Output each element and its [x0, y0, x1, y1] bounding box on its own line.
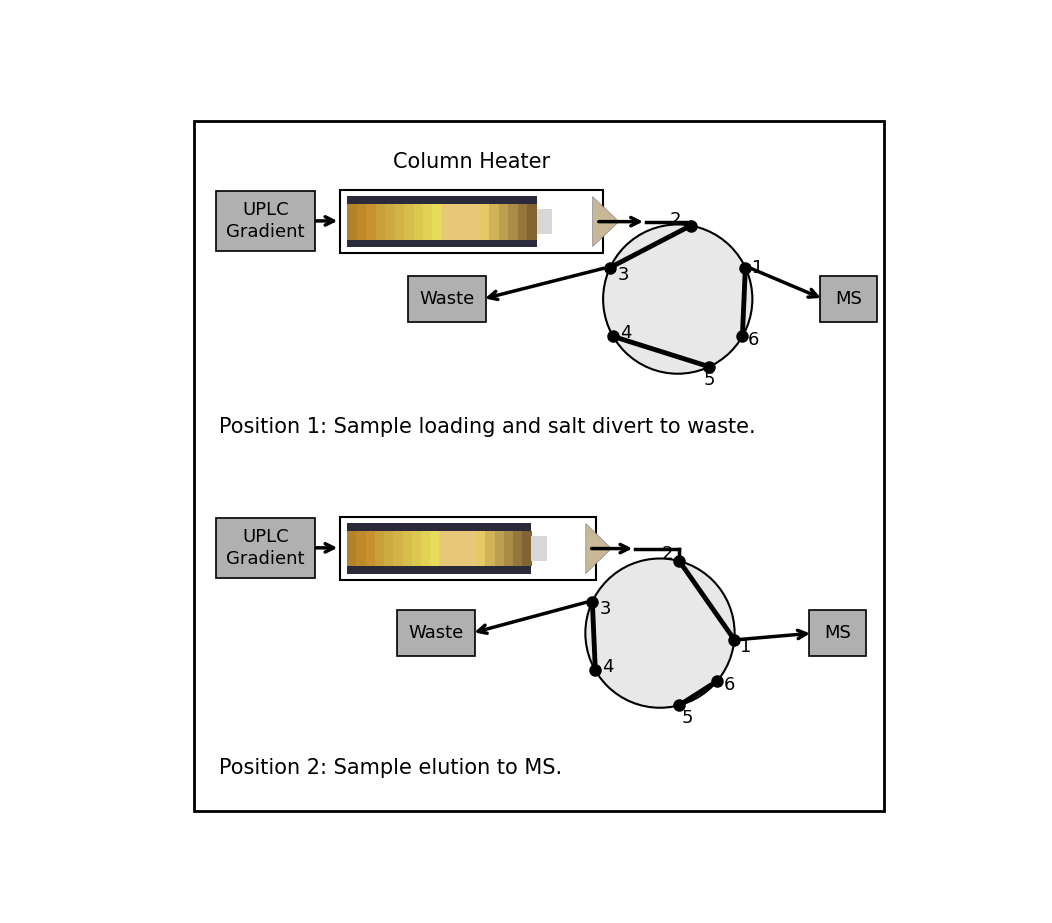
FancyBboxPatch shape	[413, 204, 424, 240]
Text: 3: 3	[600, 600, 611, 617]
FancyBboxPatch shape	[340, 517, 596, 580]
FancyBboxPatch shape	[357, 531, 366, 567]
Text: Waste: Waste	[408, 624, 464, 642]
FancyBboxPatch shape	[513, 531, 523, 567]
FancyBboxPatch shape	[195, 122, 884, 810]
FancyBboxPatch shape	[467, 531, 477, 567]
FancyBboxPatch shape	[347, 196, 537, 247]
FancyBboxPatch shape	[432, 204, 443, 240]
Text: Position 1: Sample loading and salt divert to waste.: Position 1: Sample loading and salt dive…	[219, 417, 756, 437]
FancyBboxPatch shape	[394, 204, 405, 240]
FancyBboxPatch shape	[451, 204, 462, 240]
FancyBboxPatch shape	[820, 276, 876, 322]
Text: 2: 2	[669, 211, 681, 229]
FancyBboxPatch shape	[347, 523, 531, 574]
FancyBboxPatch shape	[347, 204, 358, 240]
FancyBboxPatch shape	[421, 531, 431, 567]
FancyBboxPatch shape	[375, 531, 385, 567]
FancyBboxPatch shape	[504, 531, 513, 567]
FancyBboxPatch shape	[448, 531, 459, 567]
FancyBboxPatch shape	[485, 531, 495, 567]
FancyBboxPatch shape	[494, 531, 505, 567]
Polygon shape	[592, 197, 619, 246]
FancyBboxPatch shape	[499, 204, 509, 240]
Text: 1: 1	[740, 638, 751, 655]
Text: 4: 4	[621, 324, 631, 342]
FancyBboxPatch shape	[404, 204, 414, 240]
FancyBboxPatch shape	[508, 204, 519, 240]
FancyBboxPatch shape	[411, 531, 422, 567]
FancyBboxPatch shape	[440, 531, 449, 567]
FancyBboxPatch shape	[385, 204, 396, 240]
Text: UPLC
Gradient: UPLC Gradient	[226, 528, 305, 568]
FancyBboxPatch shape	[527, 204, 538, 240]
Text: Column Heater: Column Heater	[393, 152, 550, 172]
FancyBboxPatch shape	[518, 204, 528, 240]
FancyBboxPatch shape	[489, 204, 500, 240]
Text: 4: 4	[603, 658, 614, 676]
FancyBboxPatch shape	[393, 531, 403, 567]
FancyBboxPatch shape	[357, 204, 367, 240]
FancyBboxPatch shape	[477, 531, 486, 567]
Text: 1: 1	[752, 258, 764, 277]
Text: 3: 3	[618, 266, 629, 283]
FancyBboxPatch shape	[376, 204, 386, 240]
Text: Position 2: Sample elution to MS.: Position 2: Sample elution to MS.	[219, 758, 563, 778]
FancyBboxPatch shape	[216, 191, 316, 251]
Text: 2: 2	[662, 545, 673, 563]
FancyBboxPatch shape	[408, 276, 486, 322]
Circle shape	[585, 558, 734, 708]
FancyBboxPatch shape	[366, 204, 377, 240]
FancyBboxPatch shape	[480, 204, 490, 240]
Text: Waste: Waste	[419, 290, 474, 308]
Text: UPLC
Gradient: UPLC Gradient	[226, 201, 305, 241]
FancyBboxPatch shape	[397, 610, 476, 656]
Circle shape	[603, 224, 752, 374]
Text: MS: MS	[835, 290, 862, 308]
FancyBboxPatch shape	[340, 190, 603, 253]
Text: 5: 5	[682, 709, 693, 727]
Text: 5: 5	[704, 370, 715, 389]
FancyBboxPatch shape	[470, 204, 481, 240]
FancyBboxPatch shape	[430, 531, 440, 567]
FancyBboxPatch shape	[458, 531, 468, 567]
FancyBboxPatch shape	[384, 531, 394, 567]
FancyBboxPatch shape	[461, 204, 471, 240]
FancyBboxPatch shape	[531, 536, 547, 561]
FancyBboxPatch shape	[423, 204, 433, 240]
FancyBboxPatch shape	[522, 531, 532, 567]
FancyBboxPatch shape	[537, 210, 552, 234]
FancyBboxPatch shape	[366, 531, 376, 567]
FancyBboxPatch shape	[216, 518, 316, 578]
Polygon shape	[586, 523, 611, 573]
FancyBboxPatch shape	[347, 531, 358, 567]
FancyBboxPatch shape	[809, 610, 866, 656]
Text: 6: 6	[724, 676, 735, 694]
Text: MS: MS	[824, 624, 851, 642]
FancyBboxPatch shape	[442, 204, 452, 240]
FancyBboxPatch shape	[403, 531, 412, 567]
Text: 6: 6	[748, 331, 760, 349]
